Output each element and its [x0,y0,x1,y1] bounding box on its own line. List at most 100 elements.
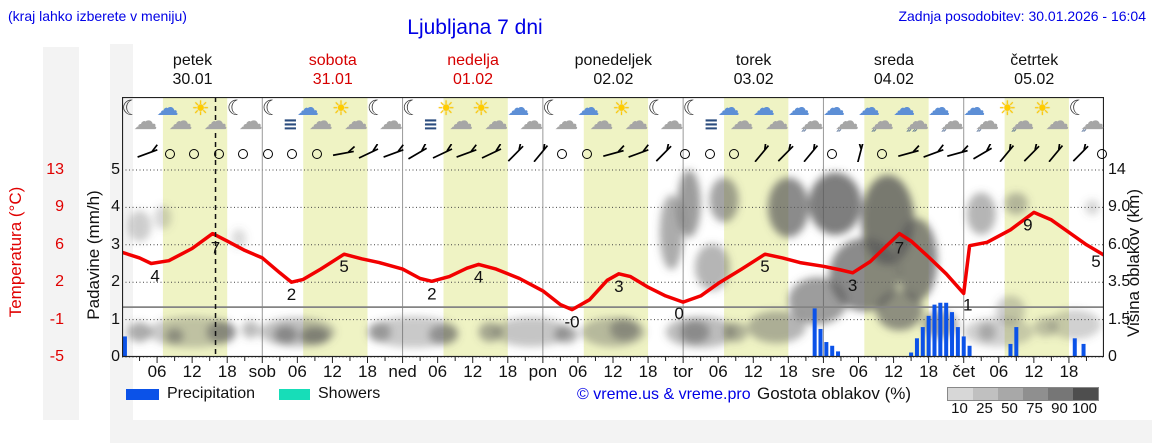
wind-barb-glyph [754,141,769,163]
copyright-links[interactable]: © vreme.us & vreme.pro [577,386,751,403]
temperature-axis-title: Temperatura (°C) [6,186,25,318]
precip-bar [932,304,937,357]
cloud-blob [1085,199,1100,215]
cloud-density-tick: 90 [1051,400,1068,417]
wind-barb-icon [357,143,381,162]
wind-barb-icon [652,141,676,162]
daylight-band [443,97,508,357]
meteogram-chart: 4 7 2 5 2 4 -0 3 0 5 3 7 1 9 5 [122,97,1104,363]
clouds-rain-icon: ☁ ☁ ″ [928,96,965,144]
temperature-curve [122,210,1104,312]
calm-wind-icon [729,149,740,159]
x-axis-label: 12 [603,362,623,381]
moon-cloud-icon: ☾ ☁ [226,96,263,135]
temp-value-label: 4 [474,267,483,286]
moon-cloud-icon: ☾ ☁ [367,96,404,135]
x-axis-label: 06 [287,362,307,381]
precipitation-tick: 5 [111,161,120,178]
precip-bar [824,342,829,357]
temperature-tick: 9 [55,198,64,216]
x-axis-label: 12 [322,362,342,381]
x-axis-label: pon [528,362,558,381]
wind-barb-icon [455,144,479,162]
x-axis-label: 18 [638,362,658,381]
cloud-density-step [1073,388,1098,400]
precip-bar [812,308,817,357]
calm-wind-icon [311,149,322,159]
calm-wind-icon [827,149,838,159]
precip-bar [1072,338,1077,357]
cloud-blob [206,320,236,344]
cloud-height-tick: 1.5 [1108,310,1131,328]
temp-value-label: 5 [1091,252,1100,271]
x-axis-label: sre [811,362,836,381]
day-date: 04.02 [873,71,914,88]
temp-value-label: 5 [339,257,348,276]
x-axis-label: tor [673,362,694,381]
temp-value-label: -0 [565,313,580,332]
cloud-density-step [1048,388,1073,400]
wind-barb-glyph [1048,141,1064,163]
wind-barb-glyph [382,144,404,158]
clouds-icon: ☁ ☁ [717,96,754,135]
wind-barb-icon [627,144,651,162]
moon-cloud-icon: ☾ ☁ [121,96,158,135]
precip-bar [1014,327,1019,357]
cloud-blob [876,289,923,331]
day-date: 02.02 [593,71,634,88]
temp-value-label: 3 [848,276,857,295]
wind-barb-icon [946,144,970,162]
cloud-height-tick: 9.0 [1108,198,1131,216]
wind-barb-glyph [803,141,818,163]
precipitation-tick: 4 [111,198,120,216]
temp-value-label: 0 [674,304,683,323]
cloud-blob [808,172,862,235]
x-axis-label: 12 [182,362,202,381]
wind-barb-icon [1044,141,1068,163]
calm-wind-icon [876,149,887,159]
moon-fog-icon: ☾ ≡ [682,96,719,135]
cloud-blob [165,328,184,344]
showers-swatch [279,389,310,400]
wind-barb-glyph [456,144,478,158]
cloud-density-step [973,388,998,400]
cloud-height-tick: 0 [1108,348,1117,365]
temperature-tick: 6 [55,235,64,253]
calm-wind-icon [680,149,691,159]
wind-barb-icon [504,141,528,162]
wind-barb-glyph [628,144,649,158]
day-header: petek 30.01 [122,51,263,89]
wind-barb-glyph [432,143,452,159]
page-title: Ljubljana 7 dni [407,16,543,39]
x-axis-label: 18 [919,362,939,381]
cloud-density-tick: 100 [1071,400,1098,417]
precip-bar [950,312,955,357]
calm-wind-icon [238,149,249,159]
cloud-blob [1033,317,1058,337]
x-axis-label: 18 [498,362,518,381]
sun-cloud-icon: ☀ ☁ [472,96,509,135]
precip-bar [830,345,835,357]
cloud-blob [724,322,748,343]
cloud-blob [154,205,172,230]
temp-value-label: 2 [287,285,296,304]
daylight-band [162,97,228,357]
precip-bar [1008,343,1013,357]
day-header: torek 03.02 [683,51,824,89]
precip-bar [961,336,966,357]
moon-fog-icon: ☾ ≡ [261,96,298,135]
axis-gray-strip [110,44,133,420]
x-axis-label: 12 [463,362,483,381]
wind-barb-glyph [333,145,356,157]
precip-bar [955,327,960,357]
moon-fog-icon: ☾ ≡ [402,96,439,135]
temp-value-label: 9 [1023,215,1032,234]
day-date: 01.02 [453,71,494,88]
calm-wind-icon [704,149,715,159]
day-name: petek [172,52,213,69]
wind-barb-glyph [533,141,548,163]
sun-cloud-icon: ☀ ☁ [437,96,474,135]
precip-bar [909,352,914,357]
clouds-rain-heavy-icon: ☁ ☁ ″″ [893,96,930,144]
